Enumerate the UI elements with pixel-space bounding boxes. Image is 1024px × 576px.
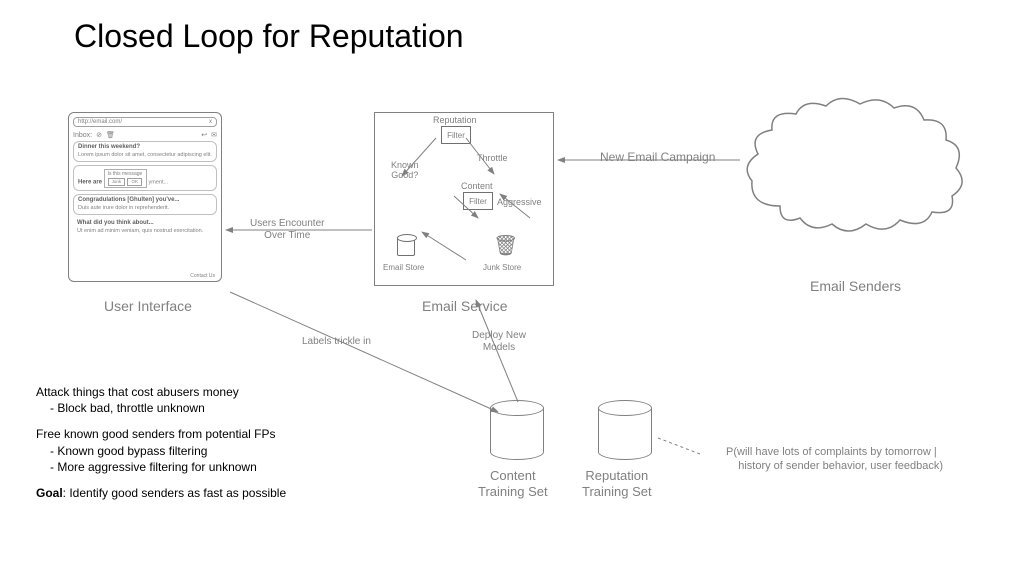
junk-store-icon: 🗑 xyxy=(493,233,518,258)
msg-body: Lorem ipsum dolor sit amet, consectetur … xyxy=(78,152,212,158)
edge-new-campaign: New Email Campaign xyxy=(600,150,715,164)
contact-link: Contact Us xyxy=(190,273,215,279)
note-p2: Free known good senders from potential F… xyxy=(36,427,275,441)
email-service-box: Reputation Filter Known Good? Throttle C… xyxy=(374,112,554,286)
mail-icon: ✉ xyxy=(211,131,217,139)
notes-block: Attack things that cost abusers money - … xyxy=(36,384,286,511)
content-label: Content xyxy=(461,181,493,191)
note-p1a: - Block bad, throttle unknown xyxy=(36,401,205,415)
msg-body: Ut enim ad minim veniam, quis nostrud ex… xyxy=(77,228,203,234)
message-item: What did you think about... Ut enim ad m… xyxy=(73,218,217,237)
trash-icon: 🗑 xyxy=(106,131,115,139)
junk-popup: Is this message Junk OK xyxy=(104,169,147,188)
stop-icon: ⊘ xyxy=(96,131,102,139)
msg-suffix: yment... xyxy=(149,179,169,185)
reputation-filter: Filter xyxy=(441,126,471,144)
content-training-label: Content Training Set xyxy=(478,468,548,499)
user-interface-box: http://email.com/ x Inbox: ⊘ 🗑 ↩ ✉ Dinne… xyxy=(68,112,222,282)
msg-subject: Congradulations [Ghulten] you've... xyxy=(78,197,179,203)
message-item: Dinner this weekend? Lorem ipsum dolor s… xyxy=(73,141,217,162)
ok-button: OK xyxy=(127,178,142,186)
cloud-icon xyxy=(740,96,970,246)
email-store-icon xyxy=(397,236,415,256)
msg-subject: Dinner this weekend? xyxy=(78,144,140,150)
known-good-label: Known Good? xyxy=(391,161,419,181)
content-filter: Filter xyxy=(463,192,493,210)
url-text: http://email.com/ xyxy=(78,119,122,125)
reputation-training-label: Reputation Training Set xyxy=(582,468,652,499)
note-p2b: - More aggressive filtering for unknown xyxy=(36,460,257,474)
goal-label: Goal xyxy=(36,486,63,500)
msg-subject: What did you think about... xyxy=(77,220,154,226)
junk-button: Junk xyxy=(108,178,126,186)
edge-labels-trickle: Labels trickle in xyxy=(302,336,371,348)
msg-body: Duis aute irure dolor in reprehenderit. xyxy=(78,205,169,211)
inbox-label: Inbox: xyxy=(73,132,92,139)
throttle-label: Throttle xyxy=(477,153,508,163)
probability-text: P(will have lots of complaints by tomorr… xyxy=(726,445,943,474)
popup-text: Is this message xyxy=(108,171,143,177)
msg-subject: Here are xyxy=(78,179,102,185)
note-p2a: - Known good bypass filtering xyxy=(36,444,207,458)
ui-label: User Interface xyxy=(104,298,192,314)
email-store-label: Email Store xyxy=(383,263,424,272)
inbox-row: Inbox: ⊘ 🗑 ↩ ✉ xyxy=(73,131,217,139)
edge-deploy: Deploy New Models xyxy=(472,330,526,354)
service-label: Email Service xyxy=(422,298,508,314)
senders-label: Email Senders xyxy=(810,278,901,294)
junk-store-label: Junk Store xyxy=(483,263,521,272)
content-training-cylinder xyxy=(490,400,544,460)
note-p1: Attack things that cost abusers money xyxy=(36,385,239,399)
page-title: Closed Loop for Reputation xyxy=(74,18,464,55)
message-item: Here are Is this message Junk OK yment..… xyxy=(73,165,217,191)
close-icon: x xyxy=(209,119,212,125)
edge-users-encounter: Users Encounter Over Time xyxy=(250,218,324,242)
reply-icon: ↩ xyxy=(201,131,207,139)
url-bar: http://email.com/ x xyxy=(73,117,217,127)
message-item: Congradulations [Ghulten] you've... Duis… xyxy=(73,194,217,215)
reputation-training-cylinder xyxy=(598,400,652,460)
goal-text: : Identify good senders as fast as possi… xyxy=(63,486,286,500)
reputation-label: Reputation xyxy=(433,115,477,125)
aggressive-label: Aggressive xyxy=(497,197,542,207)
